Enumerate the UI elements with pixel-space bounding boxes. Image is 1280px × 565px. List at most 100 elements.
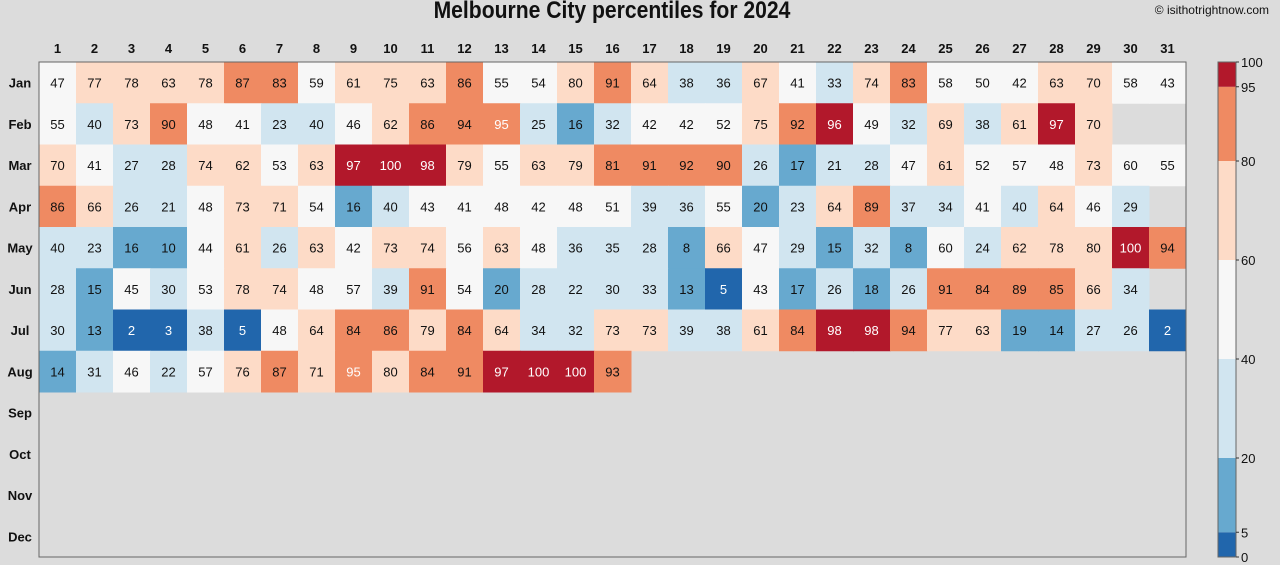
heatmap-cell: [668, 103, 706, 145]
heatmap-cell: [779, 227, 817, 269]
heatmap-cell: [446, 185, 484, 228]
heatmap-cell: [298, 185, 336, 228]
cell-value-label: 42: [1012, 76, 1026, 91]
heatmap-cell: [631, 62, 669, 104]
heatmap-cell: [853, 268, 891, 310]
legend-color-band: [1218, 532, 1236, 557]
heatmap-cell: [187, 227, 225, 269]
heatmap-cell: [298, 350, 336, 393]
heatmap-cell: [1038, 103, 1076, 145]
cell-value-label: 31: [87, 364, 101, 379]
cell-value-label: 63: [420, 76, 434, 91]
heatmap-cell: [705, 185, 743, 228]
heatmap-cell: [964, 227, 1002, 269]
day-label: 2: [91, 41, 98, 56]
heatmap-cell: [113, 309, 151, 352]
heatmap-cell: [39, 185, 77, 228]
cell-value-label: 42: [642, 117, 656, 132]
cell-value-label: 41: [975, 199, 989, 214]
cell-value-label: 16: [568, 117, 582, 132]
heatmap-cell: [1038, 185, 1076, 228]
cell-value-label: 37: [901, 199, 915, 214]
heatmap-cell: [853, 103, 891, 145]
cell-value-label: 95: [346, 364, 360, 379]
heatmap-cell: [335, 350, 373, 393]
cell-value-label: 74: [198, 158, 212, 173]
legend-tick-label: 80: [1241, 154, 1255, 169]
cell-value-label: 29: [790, 241, 804, 256]
heatmap-cell: [557, 185, 595, 228]
cell-value-label: 52: [716, 117, 730, 132]
cell-value-label: 63: [531, 158, 545, 173]
heatmap-cell: [594, 103, 632, 145]
heatmap-cell: [853, 309, 891, 352]
heatmap-cell: [39, 309, 77, 352]
heatmap-cell: [1075, 62, 1113, 104]
heatmap-cell: [113, 268, 151, 310]
heatmap-cell: [409, 62, 447, 104]
cell-value-label: 85: [1049, 282, 1063, 297]
cell-value-label: 47: [901, 158, 915, 173]
heatmap-cell: [483, 103, 521, 145]
cell-value-label: 36: [568, 241, 582, 256]
heatmap-cell: [779, 309, 817, 352]
heatmap-cell: [483, 144, 521, 187]
cell-value-label: 29: [1123, 199, 1137, 214]
heatmap-cell: [187, 62, 225, 104]
heatmap-cell: [224, 227, 262, 269]
heatmap-cell: [594, 268, 632, 310]
heatmap-cell: [372, 309, 410, 352]
cell-value-label: 78: [235, 282, 249, 297]
legend-color-band: [1218, 161, 1236, 260]
cell-value-label: 55: [50, 117, 64, 132]
cell-value-label: 8: [683, 241, 690, 256]
heatmap-cell: [1149, 144, 1187, 187]
day-label: 16: [605, 41, 619, 56]
heatmap-cell: [335, 62, 373, 104]
heatmap-cell: [1149, 62, 1187, 104]
heatmap-cell: [113, 144, 151, 187]
cell-value-label: 57: [346, 282, 360, 297]
heatmap-cell: [483, 227, 521, 269]
cell-value-label: 80: [1086, 241, 1100, 256]
cell-value-label: 83: [272, 76, 286, 91]
cell-value-label: 86: [420, 117, 434, 132]
cell-value-label: 22: [568, 282, 582, 297]
cell-value-label: 26: [1123, 323, 1137, 338]
heatmap-cell: [39, 350, 77, 393]
cell-value-label: 64: [309, 323, 323, 338]
heatmap-cell: [150, 309, 188, 352]
month-label: Jan: [9, 76, 31, 91]
copyright-label[interactable]: © isithotrightnow.com: [1154, 3, 1269, 17]
cell-value-label: 73: [605, 323, 619, 338]
heatmap-cell: [1001, 144, 1039, 187]
cell-value-label: 55: [1160, 158, 1174, 173]
heatmap-cell: [742, 309, 780, 352]
cell-value-label: 19: [1012, 323, 1026, 338]
day-label: 6: [239, 41, 246, 56]
cell-value-label: 48: [568, 199, 582, 214]
heatmap-cell: [187, 103, 225, 145]
cell-value-label: 63: [161, 76, 175, 91]
heatmap-cell: [816, 62, 854, 104]
cell-value-label: 43: [420, 199, 434, 214]
cell-value-label: 28: [50, 282, 64, 297]
heatmap-cell: [1075, 185, 1113, 228]
heatmap-cell: [335, 309, 373, 352]
cell-value-label: 43: [1160, 76, 1174, 91]
heatmap-cell: [964, 185, 1002, 228]
cell-value-label: 94: [901, 323, 915, 338]
heatmap-cell: [446, 227, 484, 269]
month-label: Mar: [8, 158, 31, 173]
cell-value-label: 60: [1123, 158, 1137, 173]
heatmap-cell: [483, 185, 521, 228]
cell-value-label: 61: [1012, 117, 1026, 132]
legend-tick-label: 40: [1241, 352, 1255, 367]
heatmap-cell: [742, 268, 780, 310]
heatmap-cell: [1075, 309, 1113, 352]
cell-value-label: 74: [272, 282, 286, 297]
cell-value-label: 2: [128, 323, 135, 338]
cell-value-label: 27: [1086, 323, 1100, 338]
cell-value-label: 62: [383, 117, 397, 132]
cell-value-label: 100: [380, 158, 402, 173]
